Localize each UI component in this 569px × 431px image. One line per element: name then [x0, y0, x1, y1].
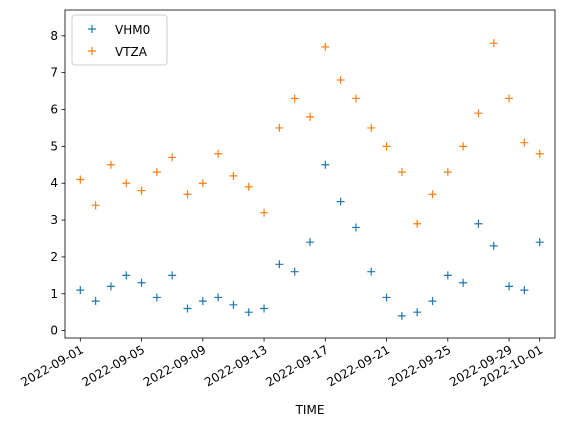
data-point: [413, 308, 422, 317]
x-tick-label: 2022-09-09: [141, 342, 208, 389]
legend-marker: [88, 25, 96, 33]
x-tick-label: 2022-09-25: [386, 342, 453, 389]
data-point: [306, 238, 314, 247]
data-point: [214, 293, 223, 302]
x-tick-label: 2022-09-05: [80, 342, 147, 389]
data-point: [260, 304, 269, 313]
data-point: [367, 123, 376, 132]
y-tick-label: 0: [50, 324, 58, 338]
legend-label: VHM0: [115, 23, 150, 37]
data-point: [76, 286, 85, 295]
data-point: [229, 300, 238, 309]
data-point: [106, 282, 115, 291]
data-point: [91, 201, 100, 210]
data-point: [168, 271, 177, 280]
data-point: [229, 171, 238, 180]
data-point: [152, 293, 161, 302]
data-point: [91, 297, 100, 306]
data-point: [76, 175, 85, 184]
legend-box: [71, 14, 168, 66]
data-point: [520, 138, 529, 147]
x-tick-label: 2022-09-01: [18, 342, 85, 389]
data-point: [214, 149, 223, 158]
x-tick-label: 2022-09-17: [263, 342, 330, 389]
data-point: [260, 208, 269, 217]
data-point: [122, 271, 131, 280]
data-point: [275, 260, 284, 269]
data-point: [321, 42, 330, 51]
data-point: [351, 94, 360, 103]
data-point: [198, 179, 207, 188]
data-point: [351, 223, 360, 232]
data-point: [443, 271, 452, 280]
y-tick-label: 2: [50, 250, 58, 264]
data-point: [489, 241, 498, 250]
y-tick-label: 6: [50, 103, 58, 117]
data-point: [505, 282, 514, 291]
data-point: [520, 286, 529, 295]
data-point: [443, 168, 452, 177]
y-tick-label: 7: [50, 66, 58, 80]
data-point: [474, 219, 483, 228]
data-point: [367, 267, 376, 276]
data-point: [336, 76, 345, 85]
data-point: [428, 297, 437, 306]
data-point: [459, 142, 468, 151]
y-tick-label: 5: [50, 139, 58, 153]
data-point: [244, 182, 253, 191]
data-point: [459, 278, 468, 287]
data-point: [137, 278, 146, 287]
y-tick-label: 3: [50, 213, 58, 227]
data-point: [137, 186, 146, 195]
data-point: [336, 197, 345, 206]
data-point: [183, 190, 192, 199]
x-axis-label: TIME: [295, 403, 325, 417]
data-point: [122, 179, 131, 188]
data-point: [535, 149, 544, 158]
data-point: [275, 123, 284, 132]
data-point: [428, 190, 437, 199]
data-point: [382, 142, 391, 151]
legend: VHM0 VTZA: [71, 14, 168, 66]
legend-label: VTZA: [115, 45, 148, 59]
x-tick-label: 2022-09-13: [202, 342, 269, 389]
data-point: [397, 168, 406, 177]
data-point: [397, 311, 406, 320]
data-point: [152, 168, 161, 177]
plot-frame: [64, 9, 556, 339]
data-point: [198, 297, 207, 306]
data-point: [244, 308, 253, 317]
data-point: [505, 94, 514, 103]
data-point: [474, 109, 483, 118]
data-point: [290, 267, 299, 276]
data-point: [413, 219, 422, 228]
data-point: [321, 160, 330, 169]
data-point: [382, 293, 391, 302]
data-point: [183, 304, 192, 313]
data-point: [489, 39, 498, 48]
data-point: [306, 112, 314, 121]
x-tick-label: 2022-09-21: [325, 342, 392, 389]
y-tick-label: 4: [50, 176, 58, 190]
data-point: [168, 153, 177, 162]
y-tick-label: 8: [50, 29, 58, 43]
legend-marker: [88, 47, 96, 55]
data-point: [106, 160, 115, 169]
data-point: [290, 94, 299, 103]
data-point: [535, 238, 544, 247]
y-tick-label: 1: [50, 287, 58, 301]
